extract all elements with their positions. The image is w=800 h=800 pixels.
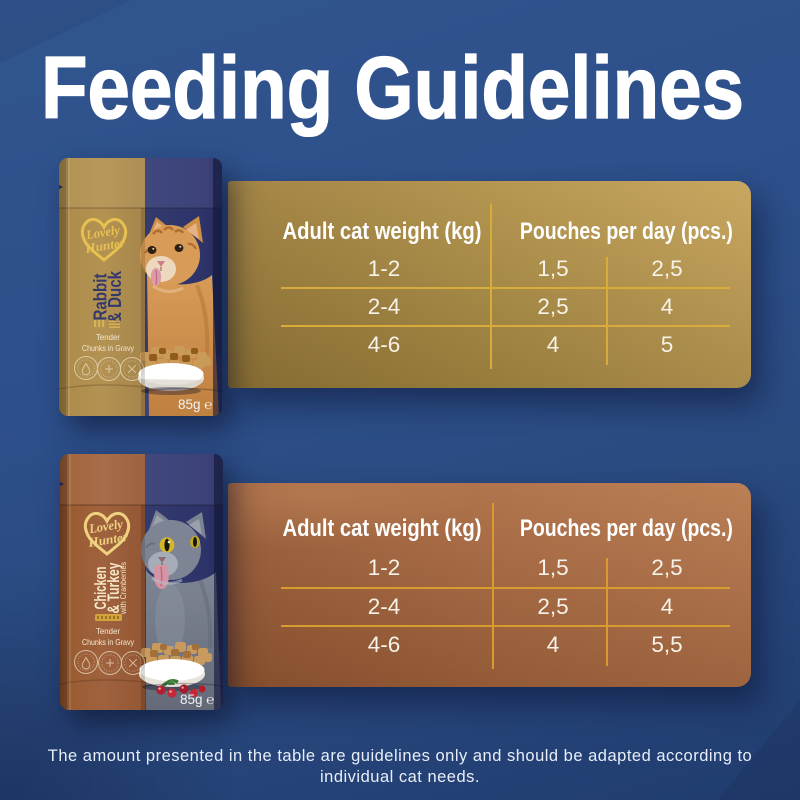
svg-text:with Cranberries: with Cranberries bbox=[118, 562, 128, 615]
svg-text:85g ℮: 85g ℮ bbox=[178, 397, 212, 412]
svg-text:& Duck: & Duck bbox=[105, 270, 125, 323]
svg-text:Tender: Tender bbox=[96, 626, 120, 636]
svg-text:Chunks in Gravy: Chunks in Gravy bbox=[82, 637, 135, 647]
svg-text:85g ℮: 85g ℮ bbox=[180, 692, 214, 707]
svg-text:Hunter: Hunter bbox=[86, 529, 130, 550]
svg-text:Lovely: Lovely bbox=[87, 516, 124, 536]
svg-text:Lovely: Lovely bbox=[84, 222, 121, 242]
svg-text:Chunks in Gravy: Chunks in Gravy bbox=[82, 343, 135, 353]
svg-text:Rabbit: Rabbit bbox=[91, 273, 111, 320]
svg-text:& Turkey: & Turkey bbox=[104, 562, 123, 613]
svg-text:Tender: Tender bbox=[96, 332, 120, 342]
svg-text:Hunter: Hunter bbox=[83, 235, 127, 256]
svg-text:Chicken: Chicken bbox=[91, 567, 110, 610]
